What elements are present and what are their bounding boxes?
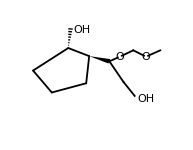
Text: OH: OH xyxy=(74,25,91,35)
Text: O: O xyxy=(115,52,124,62)
Text: O: O xyxy=(142,52,150,62)
Polygon shape xyxy=(89,56,110,63)
Text: OH: OH xyxy=(137,94,154,104)
